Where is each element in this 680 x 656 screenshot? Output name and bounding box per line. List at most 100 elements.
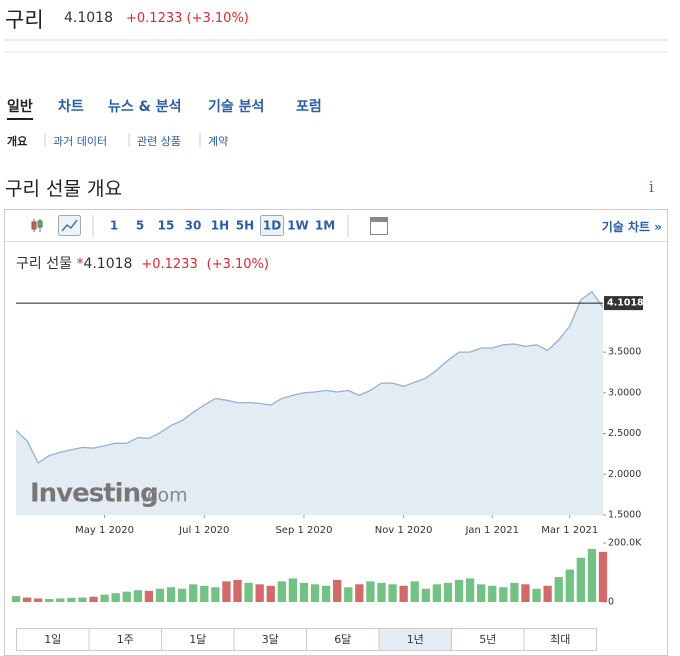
volume-bar — [166, 587, 176, 602]
volume-bar — [521, 584, 530, 602]
volume-bar — [122, 591, 131, 602]
subtab[interactable]: 관련 상품 — [137, 135, 181, 148]
candle-icon[interactable] — [31, 219, 43, 232]
volume-bar — [11, 596, 21, 602]
technical-chart-link[interactable]: 기술 차트 » — [601, 220, 662, 234]
volume-bar — [277, 581, 286, 602]
volume-bar — [266, 585, 275, 602]
volume-bar — [45, 599, 54, 602]
tab[interactable]: 일반 — [7, 96, 33, 120]
y-tick-label: 3.0000 — [608, 387, 641, 398]
range-label[interactable]: 1일 — [44, 632, 61, 646]
timeframe[interactable]: 5 — [136, 219, 144, 233]
volume-bar — [576, 557, 586, 602]
range-label[interactable]: 1년 — [407, 633, 424, 646]
volume-bar — [587, 548, 597, 602]
volume-bar — [333, 579, 342, 602]
timeframe[interactable]: 15 — [158, 219, 175, 233]
subtab[interactable]: 과거 데이터 — [53, 135, 108, 148]
tab[interactable]: 차트 — [58, 99, 84, 115]
volume-bar — [432, 584, 442, 602]
y-tick-label: 1.5000 — [608, 510, 641, 521]
legend-marker: * — [76, 256, 84, 272]
volume-bar — [67, 597, 76, 602]
volume-bar — [488, 585, 497, 602]
tab[interactable]: 포럼 — [296, 99, 322, 115]
chart-legend: 구리 선물 *4.1018 +0.1233 (+3.10%) — [16, 253, 269, 273]
range-label[interactable]: 3달 — [262, 633, 279, 646]
volume-bar — [421, 588, 430, 602]
volume-bar — [532, 588, 541, 602]
volume-bar — [233, 579, 242, 602]
volume-bar — [366, 581, 375, 602]
volume-bar — [33, 598, 43, 602]
instrument-name: 구리 — [5, 8, 44, 32]
volume-tick-label: 0 — [608, 597, 614, 608]
timeframe[interactable]: 1M — [315, 219, 335, 233]
timeframe[interactable]: 1 — [110, 219, 118, 233]
volume-bar — [78, 597, 87, 602]
info-icon[interactable]: i — [649, 178, 654, 196]
volume-bar — [477, 584, 486, 602]
volume-bar — [598, 551, 608, 602]
volume-bar — [321, 585, 331, 602]
section-title: 구리 선물 개요 — [5, 178, 122, 200]
price-line — [15, 290, 604, 464]
volume-bar — [388, 584, 397, 602]
volume-bar — [144, 590, 154, 602]
range-label[interactable]: 5년 — [479, 633, 496, 646]
x-tick-label: Sep 1 2020 — [275, 525, 332, 536]
subtab[interactable]: 개요 — [7, 135, 28, 148]
timeframe-selected — [260, 215, 284, 236]
line-icon[interactable] — [58, 215, 81, 236]
volume-bar — [89, 596, 98, 602]
area — [16, 291, 603, 515]
tab[interactable]: 뉴스 & 분석 — [108, 99, 182, 115]
volume-bar — [56, 598, 65, 602]
volume-bar — [454, 579, 464, 602]
subtab[interactable]: 계약 — [208, 135, 229, 148]
range-button[interactable] — [523, 628, 597, 651]
range-label[interactable]: 최대 — [550, 633, 570, 646]
watermark: Investing — [30, 479, 158, 509]
last-price-box — [604, 296, 643, 311]
volume-bar — [244, 582, 253, 602]
volume-bar — [155, 588, 165, 602]
y-tick-label: 2.0000 — [608, 469, 641, 480]
range-label[interactable]: 6달 — [334, 633, 351, 646]
volume-bar — [565, 569, 574, 602]
volume-bar — [344, 587, 353, 602]
calendar-icon[interactable] — [370, 217, 388, 235]
volume-bar — [499, 587, 508, 602]
legend-change-pct: (+3.10%) — [206, 257, 269, 272]
tab[interactable]: 기술 분석 — [208, 99, 265, 115]
timeframe[interactable]: 1W — [287, 219, 309, 233]
volume-bar — [310, 584, 320, 602]
x-tick-label: Mar 1 2021 — [541, 525, 598, 536]
last-price-label: 4.1018 — [607, 298, 644, 309]
volume-bar — [111, 593, 120, 602]
volume-bar — [200, 585, 209, 602]
legend-price: 4.1018 — [83, 256, 133, 272]
watermark-suffix: .com — [141, 485, 188, 507]
volume-bar — [510, 582, 519, 602]
volume-bar — [377, 582, 386, 602]
price: 4.1018 — [64, 10, 113, 26]
volume-bar — [177, 588, 187, 602]
volume-bar — [189, 584, 198, 602]
range-label[interactable]: 1주 — [117, 633, 134, 646]
volume-bar — [543, 585, 552, 602]
change: +0.1233 (+3.10%) — [126, 11, 249, 26]
x-tick-label: Jan 1 2021 — [464, 525, 519, 536]
volume-bar — [288, 578, 298, 602]
timeframe[interactable]: 1H — [211, 219, 229, 233]
timeframe[interactable]: 1D — [263, 219, 281, 233]
timeframe[interactable]: 5H — [236, 219, 254, 233]
x-tick-label: Jul 1 2020 — [178, 525, 229, 536]
range-label[interactable]: 1달 — [189, 633, 206, 646]
change-value: +0.1233 — [126, 11, 183, 26]
timeframe[interactable]: 30 — [185, 219, 202, 233]
volume-bar — [22, 597, 32, 602]
volume-bar — [222, 581, 231, 602]
